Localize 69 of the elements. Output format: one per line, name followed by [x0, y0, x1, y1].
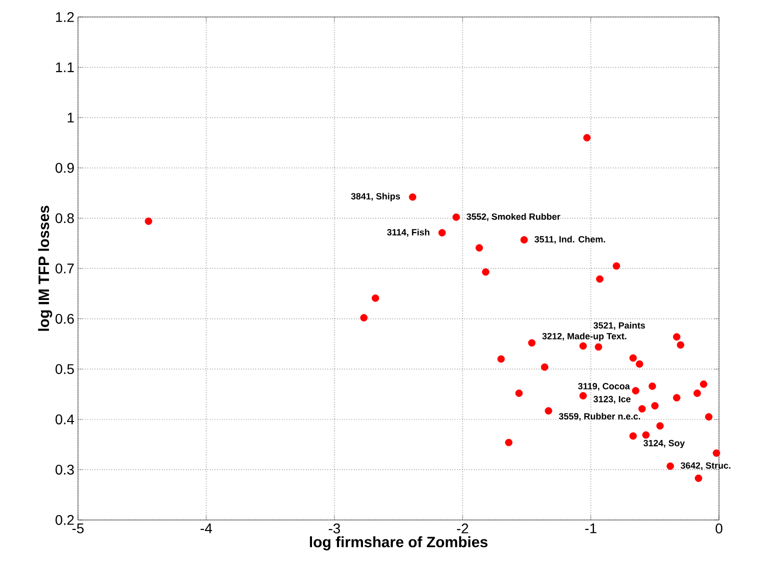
point: [651, 402, 659, 410]
y-tick-label: 1.2: [56, 12, 74, 22]
point: [497, 355, 505, 363]
x-tick-label: -3: [328, 524, 340, 534]
point: [144, 218, 152, 225]
point: [632, 387, 640, 394]
annotation: 3511, Ind. Chem.: [534, 236, 606, 244]
point: [700, 380, 708, 388]
point: [505, 438, 512, 446]
annotation: 3124, Soy: [644, 440, 685, 448]
point: [656, 422, 664, 430]
y-tick-label: 1: [68, 112, 74, 122]
point: [579, 392, 587, 400]
point: [648, 382, 656, 390]
x-tick-label: 0: [716, 524, 722, 534]
y-axis-title: log IM TFP losses: [38, 206, 52, 331]
point: [694, 390, 701, 397]
y-tick-label: 1.1: [56, 62, 74, 72]
point: [360, 314, 368, 322]
point: [540, 363, 548, 371]
annotation: 3841, Ships: [351, 192, 400, 202]
point: [520, 236, 528, 244]
annotation: 3642, Struc.: [680, 462, 730, 470]
point: [594, 343, 602, 351]
point: [528, 339, 536, 347]
y-tick-label: 0.8: [56, 213, 74, 224]
point: [482, 268, 490, 276]
annotation: 3123, Ice: [594, 396, 631, 404]
point: [638, 405, 646, 413]
point: [676, 341, 684, 349]
y-tick-label: 0.4: [56, 414, 74, 424]
annotation: 3212, Made-up Text.: [542, 332, 626, 342]
point: [629, 432, 637, 440]
y-tick-label: 0.6: [56, 314, 74, 324]
point: [672, 394, 680, 402]
x-tick-label: -4: [200, 524, 212, 534]
point: [408, 193, 416, 201]
point: [642, 431, 650, 439]
annotation: 3521, Paints: [594, 322, 645, 330]
annotation: 3114, Fish: [387, 228, 430, 237]
point: [672, 333, 680, 341]
x-tick-label: -1: [585, 524, 596, 534]
y-tick-label: 0.3: [56, 464, 74, 475]
point: [712, 449, 720, 457]
y-tick-label: 0.5: [56, 364, 74, 374]
point: [452, 213, 460, 221]
point: [694, 474, 702, 482]
point: [476, 244, 483, 252]
y-tick-label: 0.7: [56, 264, 74, 274]
x-tick-label: -5: [72, 524, 84, 534]
point: [438, 229, 446, 236]
annotation: 3119, Cocoa: [578, 382, 630, 391]
point: [705, 413, 712, 421]
point: [515, 390, 523, 397]
point: [579, 342, 587, 350]
x-tick-label: -2: [457, 524, 468, 534]
point: [372, 294, 380, 302]
point: [636, 360, 644, 368]
point: [666, 462, 674, 470]
y-tick-label: 0.9: [56, 162, 74, 173]
annotation: 3552, Smoked Rubber: [466, 213, 560, 222]
annotation: 3559, Rubber n.e.c.: [558, 412, 640, 421]
point: [612, 262, 620, 270]
y-tick-label: 0.2: [56, 515, 74, 525]
point: [629, 354, 637, 362]
x-axis-title: log firmshare of Zombies: [310, 536, 488, 550]
point: [544, 407, 552, 415]
point: [583, 134, 591, 142]
point: [596, 275, 604, 283]
